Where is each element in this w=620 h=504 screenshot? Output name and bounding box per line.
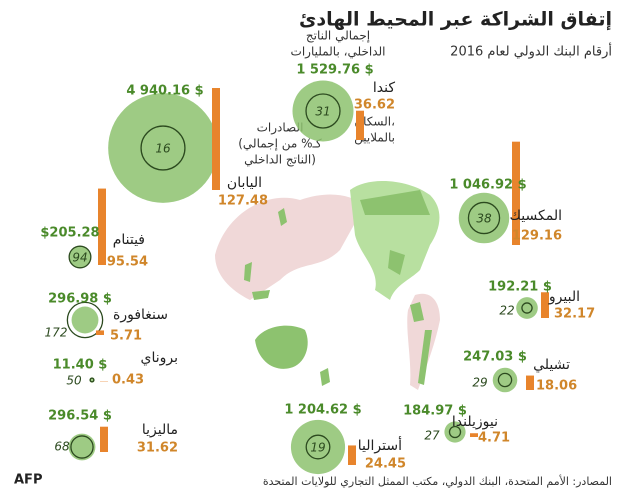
asia-land xyxy=(215,195,365,300)
subtitle: أرقام البنك الدولي لعام 2016 xyxy=(450,43,612,60)
population-bar xyxy=(356,111,364,140)
country-name: اليابان xyxy=(227,175,262,191)
exports-label: 31 xyxy=(315,105,330,119)
gdp-label: $205.28 xyxy=(40,226,99,241)
gdp-label: 247.03 $ xyxy=(463,350,527,365)
exports-label: 38 xyxy=(476,212,492,226)
country-name: أستراليا xyxy=(358,436,402,454)
country-name: تشيلي xyxy=(533,357,570,373)
legend-exports: (كـ% من إجمالي xyxy=(238,137,322,152)
gdp-label: 1 046.92 $ xyxy=(449,178,526,193)
legend-exports: الناتج الداخلي) xyxy=(244,153,316,167)
population-bar xyxy=(96,330,104,335)
exports-label: 94 xyxy=(72,251,87,265)
gdp-label: 296.98 $ xyxy=(48,292,112,307)
country-name: البيرو xyxy=(548,289,580,305)
gdp-circle xyxy=(69,434,96,461)
exports-label: 22 xyxy=(499,304,514,318)
gdp-label: 296.54 $ xyxy=(48,409,112,424)
population-bar xyxy=(470,433,478,437)
population-label: 32.17 xyxy=(554,307,595,322)
population-label: 24.45 xyxy=(365,457,406,472)
population-label: 31.62 xyxy=(137,441,178,456)
title: إتفاق الشراكة عبر المحيط الهادئ xyxy=(299,9,612,31)
population-bar xyxy=(541,292,549,318)
legend-gdp: الداخلي، بالمليارات xyxy=(291,45,386,60)
gdp-circle xyxy=(516,297,538,319)
country-name: كندا xyxy=(373,80,395,96)
population-label: 0.43 xyxy=(112,373,144,388)
exports-label: 172 xyxy=(45,326,68,340)
population-bar xyxy=(348,445,356,465)
exports-label: 50 xyxy=(66,374,82,388)
gdp-label: 1 529.76 $ xyxy=(296,63,373,78)
population-label: 129.16 xyxy=(512,229,562,244)
country-name: سنغافورة xyxy=(113,307,168,323)
population-label: 4.71 xyxy=(478,431,510,446)
gdp-circle xyxy=(493,368,518,393)
population-label: 5.71 xyxy=(110,329,142,344)
nz-land xyxy=(320,368,330,386)
exports-label: 68 xyxy=(54,440,70,454)
map xyxy=(215,181,440,390)
population-bar xyxy=(212,88,220,190)
exports-label: 29 xyxy=(472,376,487,390)
gdp-label: 192.21 $ xyxy=(488,280,552,295)
population-label: 18.06 xyxy=(536,379,577,394)
country-name: فيتنام xyxy=(113,232,145,248)
population-label: 36.62 xyxy=(354,98,395,113)
gdp-label: 4 940.16 $ xyxy=(126,84,203,99)
legend-gdp: إجمالي الناتج xyxy=(306,29,370,43)
country-name: ماليزيا xyxy=(142,422,178,438)
country-name: بروناي xyxy=(140,350,178,366)
population-label: 127.48 xyxy=(218,194,268,209)
country-name: نيوزيلندا xyxy=(452,414,498,430)
gdp-circle xyxy=(72,307,99,334)
country-name: المكسيك xyxy=(510,208,563,224)
gdp-label: 1 204.62 $ xyxy=(284,403,361,418)
australia-land xyxy=(255,326,308,369)
exports-label: 27 xyxy=(424,429,440,443)
population-label: 95.54 xyxy=(107,255,148,270)
population-bar xyxy=(526,376,534,390)
source: المصادر: الأمم المتحدة، البنك الدولي، مك… xyxy=(263,474,612,488)
population-bar xyxy=(100,427,108,452)
gdp-label: 11.40 $ xyxy=(53,358,108,373)
exports-label: 19 xyxy=(310,441,325,455)
exports-label: 16 xyxy=(155,142,171,156)
logo: AFP xyxy=(14,473,42,488)
